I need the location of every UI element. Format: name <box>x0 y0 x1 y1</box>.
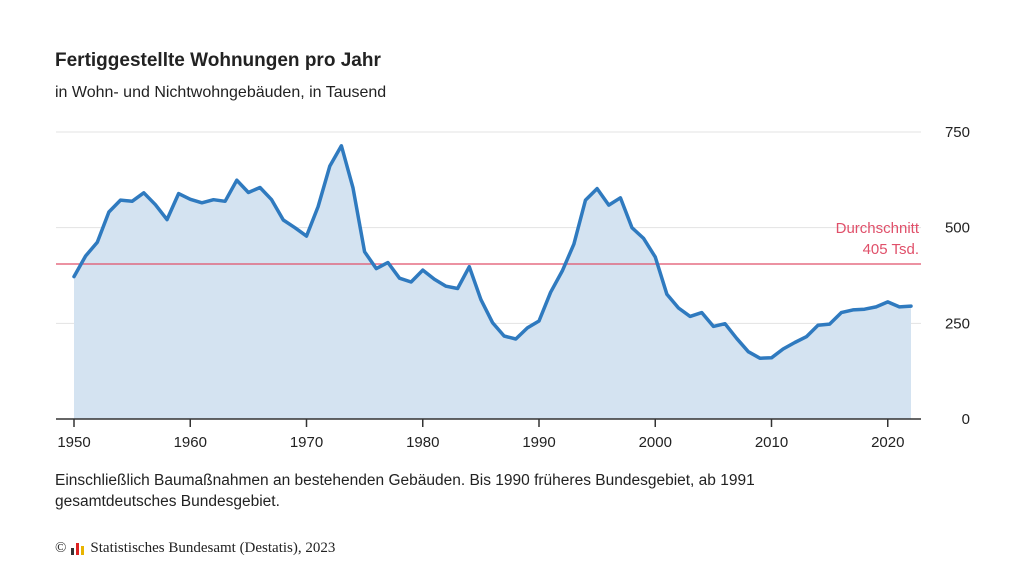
y-tick-label-500: 500 <box>945 220 970 237</box>
x-tick-label-1950: 1950 <box>57 434 90 451</box>
data-point-1970 <box>305 235 308 238</box>
data-point-2008 <box>747 350 750 353</box>
data-point-2002 <box>677 307 680 310</box>
data-point-1998 <box>631 226 634 229</box>
data-point-2021 <box>898 305 901 308</box>
y-tick-label-0: 0 <box>962 411 970 428</box>
y-axis-ticks: 0 250 500 750 <box>945 124 970 428</box>
data-point-1986 <box>491 321 494 324</box>
data-point-1984 <box>468 265 471 268</box>
data-point-2022 <box>910 305 913 308</box>
data-point-1980 <box>421 269 424 272</box>
y-tick-label-750: 750 <box>945 124 970 141</box>
data-point-1994 <box>584 199 587 202</box>
data-point-2007 <box>735 337 738 340</box>
chart-subtitle: in Wohn- und Nichtwohngebäuden, in Tause… <box>55 84 387 101</box>
data-point-1953 <box>107 210 110 213</box>
destatis-logo-icon <box>71 542 85 555</box>
data-point-1961 <box>200 201 203 204</box>
data-point-2004 <box>700 311 703 314</box>
data-point-1990 <box>538 320 541 323</box>
data-point-1966 <box>259 186 262 189</box>
data-point-1976 <box>375 267 378 270</box>
data-point-1958 <box>166 218 169 221</box>
data-point-1960 <box>189 198 192 201</box>
data-point-1973 <box>340 144 343 147</box>
data-point-2015 <box>828 323 831 326</box>
data-point-1975 <box>363 250 366 253</box>
copyright-symbol: © <box>55 540 67 556</box>
data-point-2020 <box>886 300 889 303</box>
data-point-1999 <box>642 237 645 240</box>
data-point-1977 <box>386 261 389 264</box>
x-tick-label-1990: 1990 <box>522 434 555 451</box>
source-text: Statistisches Bundesamt (Destatis), 2023 <box>90 540 336 556</box>
source-line: © Statistisches Bundesamt (Destatis), 20… <box>55 540 335 557</box>
data-point-1952 <box>96 241 99 244</box>
data-point-2003 <box>689 315 692 318</box>
chart-title: Fertiggestellte Wohnungen pro Jahr <box>55 50 381 71</box>
data-point-1989 <box>526 326 529 329</box>
data-point-1992 <box>561 269 564 272</box>
data-point-2016 <box>840 311 843 314</box>
data-point-2009 <box>758 357 761 360</box>
average-label-line1: Durchschnitt <box>836 220 920 237</box>
data-point-2006 <box>724 322 727 325</box>
x-tick-label-1980: 1980 <box>406 434 439 451</box>
data-point-2017 <box>851 308 854 311</box>
chart-footnote: Einschließlich Baumaßnahmen an bestehend… <box>55 472 755 510</box>
data-point-1964 <box>235 179 238 182</box>
data-point-1993 <box>572 243 575 246</box>
data-point-1972 <box>328 165 331 168</box>
data-point-1967 <box>270 198 273 201</box>
data-point-1971 <box>317 205 320 208</box>
x-tick-label-2010: 2010 <box>755 434 788 451</box>
x-tick-label-2020: 2020 <box>871 434 904 451</box>
data-point-2001 <box>665 293 668 296</box>
data-point-1962 <box>212 198 215 201</box>
data-point-1982 <box>445 285 448 288</box>
average-label-line2: 405 Tsd. <box>863 241 919 258</box>
data-point-1997 <box>619 196 622 199</box>
data-point-1987 <box>503 334 506 337</box>
data-point-1983 <box>456 287 459 290</box>
data-point-2000 <box>654 256 657 259</box>
data-point-1954 <box>119 199 122 202</box>
data-point-1981 <box>433 278 436 281</box>
data-point-2011 <box>782 347 785 350</box>
data-point-1985 <box>479 298 482 301</box>
data-point-1956 <box>142 191 145 194</box>
data-point-1955 <box>131 200 134 203</box>
data-point-1979 <box>410 281 413 284</box>
data-point-1968 <box>282 219 285 222</box>
data-point-1988 <box>514 338 517 341</box>
data-point-2005 <box>712 325 715 328</box>
data-point-1959 <box>177 192 180 195</box>
data-point-2013 <box>805 335 808 338</box>
data-point-1957 <box>154 203 157 206</box>
x-tick-label-1970: 1970 <box>290 434 323 451</box>
data-point-1963 <box>224 200 227 203</box>
data-point-1995 <box>596 187 599 190</box>
data-point-1996 <box>607 204 610 207</box>
data-point-2014 <box>817 324 820 327</box>
series-line <box>72 144 913 360</box>
area-fill <box>74 145 911 420</box>
y-tick-label-250: 250 <box>945 315 970 332</box>
data-point-1965 <box>247 191 250 194</box>
data-point-1974 <box>352 186 355 189</box>
data-point-2010 <box>770 356 773 359</box>
data-point-2019 <box>875 305 878 308</box>
data-point-1969 <box>293 226 296 229</box>
data-point-1951 <box>84 254 87 257</box>
data-point-1950 <box>73 275 76 278</box>
x-tick-label-1960: 1960 <box>174 434 207 451</box>
data-point-2018 <box>863 308 866 311</box>
data-point-1978 <box>398 277 401 280</box>
x-axis-ticks: 1950 1960 1970 1980 1990 2000 2010 2020 <box>57 419 904 451</box>
data-point-2012 <box>793 341 796 344</box>
x-tick-label-2000: 2000 <box>639 434 672 451</box>
data-point-1991 <box>549 291 552 294</box>
